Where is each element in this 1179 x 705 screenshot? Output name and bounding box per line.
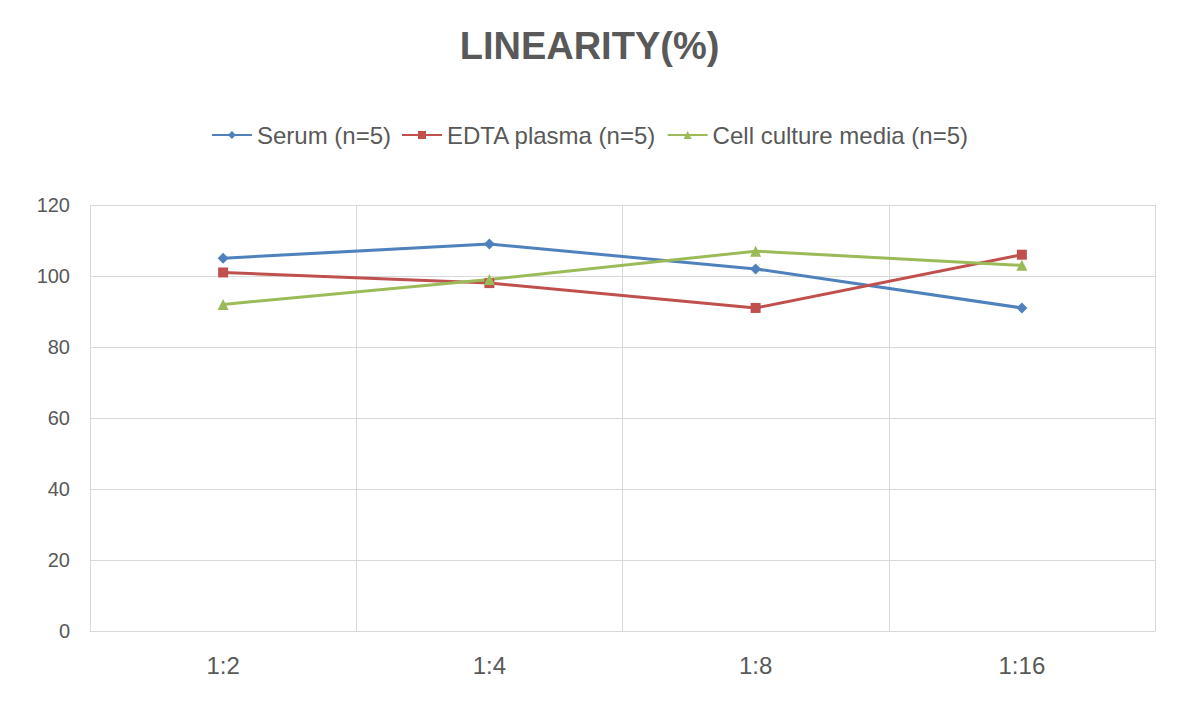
svg-text:LINEARITY(%): LINEARITY(%) <box>460 25 720 67</box>
svg-text:1:16: 1:16 <box>999 652 1046 679</box>
svg-text:20: 20 <box>48 549 70 571</box>
svg-text:EDTA plasma (n=5): EDTA plasma (n=5) <box>447 122 655 149</box>
svg-text:1:4: 1:4 <box>473 652 506 679</box>
svg-text:Cell culture media (n=5): Cell culture media (n=5) <box>713 122 968 149</box>
svg-text:80: 80 <box>48 336 70 358</box>
svg-text:1:2: 1:2 <box>206 652 239 679</box>
svg-text:Serum (n=5): Serum (n=5) <box>257 122 391 149</box>
svg-text:120: 120 <box>37 194 70 216</box>
svg-text:0: 0 <box>59 620 70 642</box>
svg-text:40: 40 <box>48 478 70 500</box>
svg-text:100: 100 <box>37 265 70 287</box>
svg-text:60: 60 <box>48 407 70 429</box>
svg-text:1:8: 1:8 <box>739 652 772 679</box>
